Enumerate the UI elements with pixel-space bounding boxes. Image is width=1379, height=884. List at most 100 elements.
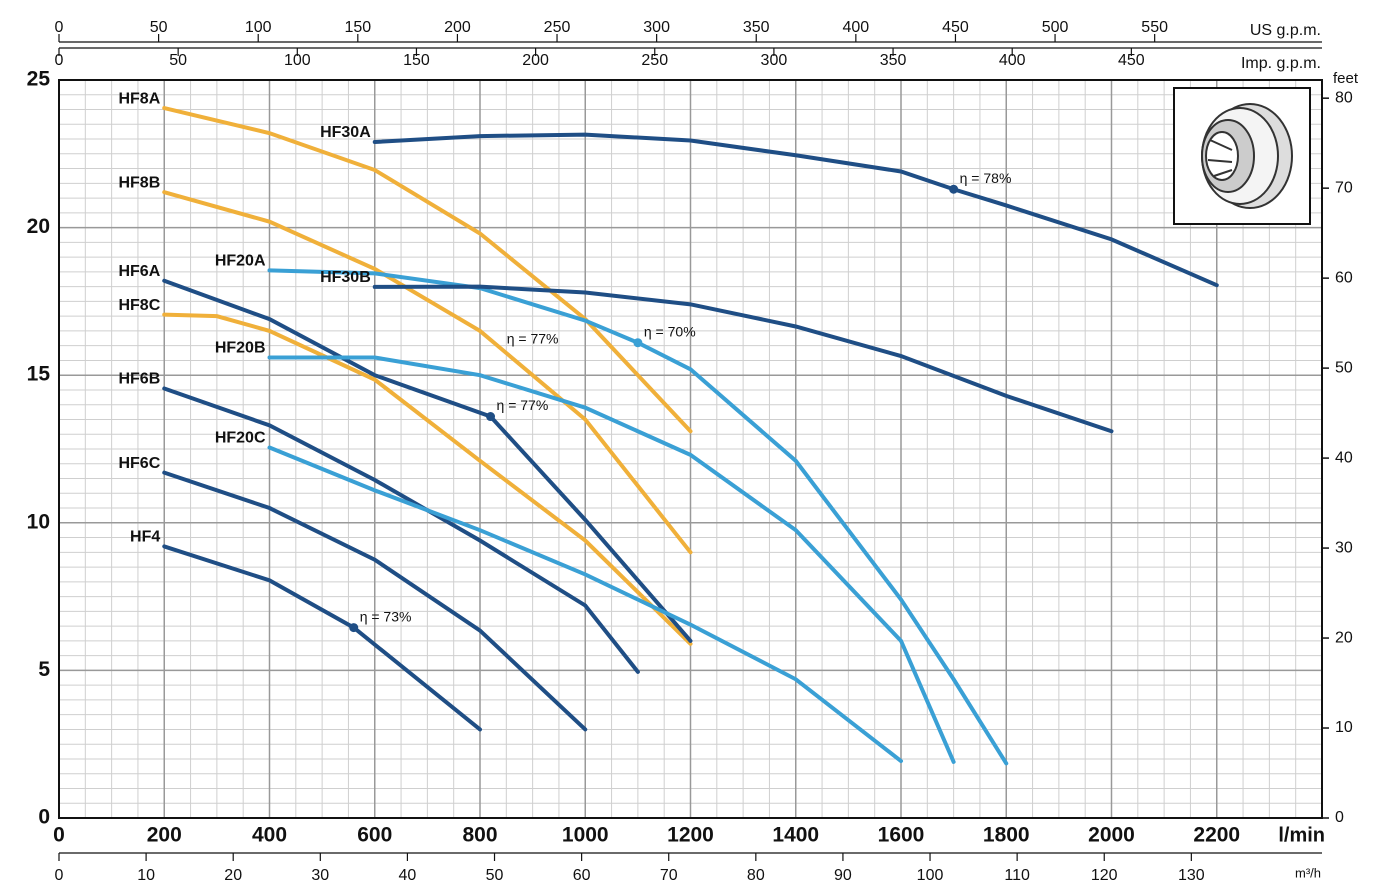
axis-unit-label: US g.p.m.	[1250, 22, 1321, 39]
curve-label: HF6A	[118, 263, 160, 280]
x-tick-label: 50	[150, 19, 168, 36]
x-tick-label: 300	[643, 19, 670, 36]
x-tick-label: 0	[55, 867, 64, 884]
pump-curve	[162, 278, 693, 643]
pump-curve	[267, 355, 956, 764]
y2-tick-label: 10	[1335, 719, 1353, 736]
x-tick-label: 300	[761, 52, 788, 69]
pump-curve	[267, 268, 1009, 766]
x-tick-label: 70	[660, 867, 678, 884]
x-tick-label: 550	[1141, 19, 1168, 36]
x-tick-label: 0	[53, 824, 65, 847]
pump-curve	[162, 544, 482, 732]
x-tick-label: 60	[573, 867, 591, 884]
x-tick-label: 100	[917, 867, 944, 884]
x-tick-label: 50	[486, 867, 504, 884]
pump-curve	[372, 132, 1219, 288]
y2-tick-label: 0	[1335, 809, 1344, 826]
efficiency-label: η = 73%	[360, 608, 412, 624]
curve-label: HF30B	[320, 269, 371, 286]
y2-tick-label: 80	[1335, 89, 1353, 106]
curve-label: HF8C	[118, 297, 160, 314]
x-tick-label: 1200	[667, 824, 714, 847]
x-tick-label: 450	[1118, 52, 1145, 69]
y2-tick-label: 70	[1335, 179, 1353, 196]
x-tick-label: 400	[999, 52, 1026, 69]
x-tick-label: 40	[399, 867, 417, 884]
y2-axis-label: feet	[1333, 70, 1359, 87]
curve-label: HF20A	[215, 253, 266, 270]
x-tick-label: 10	[137, 867, 155, 884]
y2-tick-label: 30	[1335, 539, 1353, 556]
curve-label: HF6C	[118, 455, 160, 472]
curve-label: HF30A	[320, 124, 371, 141]
y-tick-label: 25	[27, 68, 51, 91]
x-axis-label: l/min	[1278, 824, 1325, 846]
x-tick-label: 350	[880, 52, 907, 69]
x-tick-label: 200	[444, 19, 471, 36]
curve-label: HF8B	[118, 174, 160, 191]
plot-layer: 0 200 400 600 800 1000 1200 1400 1600 1800 2000 220…	[27, 19, 1359, 884]
y-tick-label: 5	[38, 658, 50, 681]
y-tick-label: 0	[38, 806, 50, 829]
x-tick-label: 450	[942, 19, 969, 36]
x-tick-label: 200	[147, 824, 182, 847]
x-tick-label: 250	[641, 52, 668, 69]
curve-label: HF4	[130, 529, 160, 546]
efficiency-label: η = 77%	[497, 397, 549, 413]
x-tick-label: 500	[1042, 19, 1069, 36]
curve-label: HF20B	[215, 340, 266, 357]
x-tick-label: 1600	[878, 824, 925, 847]
x-tick-label: 400	[252, 824, 287, 847]
x-tick-label: 100	[284, 52, 311, 69]
curve-label: HF20C	[215, 430, 266, 447]
x-tick-label: 20	[224, 867, 242, 884]
x-tick-label: 250	[544, 19, 571, 36]
efficiency-point	[486, 412, 496, 422]
x-tick-label: 90	[834, 867, 852, 884]
x-tick-label: 110	[1004, 867, 1030, 884]
y-tick-label: 15	[27, 363, 51, 386]
x-tick-label: 150	[344, 19, 371, 36]
pump-curve	[162, 312, 693, 646]
x-tick-label: 0	[55, 52, 64, 69]
curve-label: HF6B	[118, 371, 160, 388]
y2-tick-label: 60	[1335, 269, 1353, 286]
plot-border	[58, 79, 1323, 819]
efficiency-point	[349, 623, 359, 633]
y-tick-label: 20	[27, 215, 50, 238]
y2-tick-label: 40	[1335, 449, 1353, 466]
x-tick-label: 1800	[983, 824, 1030, 847]
x-tick-label: 0	[55, 19, 64, 36]
x-tick-label: 600	[357, 824, 392, 847]
x-tick-label: 800	[462, 824, 497, 847]
x-tick-label: 120	[1091, 867, 1118, 884]
pump-curve	[162, 470, 588, 732]
efficiency-label: η = 70%	[644, 323, 696, 339]
x-tick-label: 30	[311, 867, 329, 884]
efficiency-label: η = 78%	[960, 170, 1012, 186]
efficiency-point	[949, 184, 959, 194]
axis-unit-label: Imp. g.p.m.	[1241, 55, 1321, 72]
curve-label: HF8A	[118, 90, 160, 107]
x-tick-label: 2200	[1193, 824, 1240, 847]
y2-tick-label: 20	[1335, 629, 1353, 646]
impeller-inset	[1173, 87, 1311, 225]
x-tick-label: 150	[403, 52, 430, 69]
x-tick-label: 350	[743, 19, 770, 36]
pump-curve	[162, 190, 693, 555]
x-tick-label: 1400	[772, 824, 819, 847]
x-tick-label: 400	[842, 19, 869, 36]
pump-curve	[267, 445, 903, 764]
x-tick-label: 1000	[562, 824, 609, 847]
x-tick-label: 80	[747, 867, 765, 884]
pump-curve	[162, 106, 693, 434]
x-tick-label: 2000	[1088, 824, 1135, 847]
x-tick-label: 200	[522, 52, 549, 69]
x-tick-label: 50	[169, 52, 187, 69]
efficiency-point	[633, 338, 643, 348]
x-tick-label: 130	[1178, 867, 1205, 884]
y2-tick-label: 50	[1335, 359, 1353, 376]
pump-curve	[372, 284, 1114, 434]
